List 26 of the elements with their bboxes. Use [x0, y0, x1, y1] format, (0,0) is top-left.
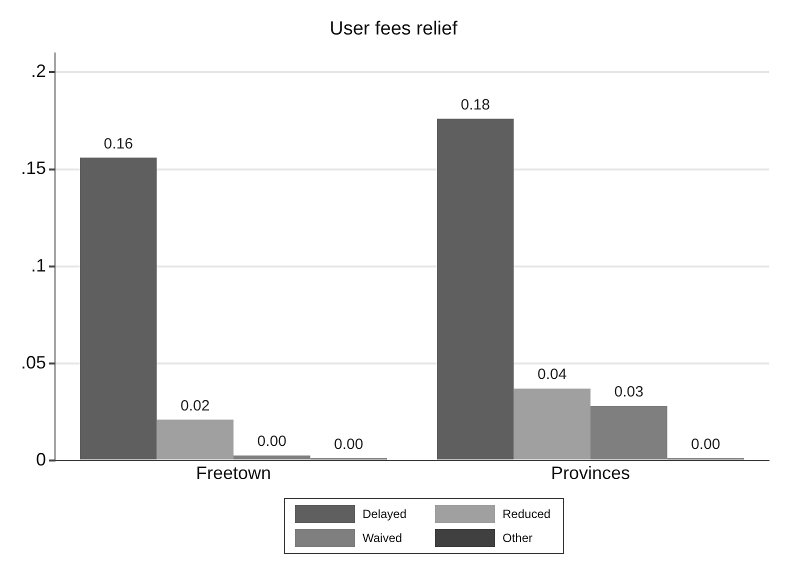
data-label: 0.02 [180, 397, 210, 414]
data-label: 0.03 [614, 384, 644, 401]
y-tick-label: .1 [31, 255, 46, 276]
bar [80, 158, 157, 460]
bar [590, 406, 668, 460]
y-tick-label: .2 [31, 61, 46, 82]
bar [514, 388, 591, 460]
data-label: 0.00 [257, 433, 286, 450]
bar [156, 420, 234, 460]
x-tick-label: Provinces [550, 463, 630, 484]
y-tick-label: .05 [20, 352, 46, 372]
bar [437, 118, 514, 460]
data-label: 0.18 [460, 96, 490, 114]
data-label: 0.00 [334, 436, 364, 454]
chart-title: User fees relief [330, 18, 458, 40]
legend-label: Other [502, 531, 534, 545]
legend-label: Reduced [502, 507, 552, 521]
y-tick-label: 0 [36, 449, 46, 470]
legend-label: Delayed [362, 507, 408, 521]
data-label: 0.16 [104, 135, 133, 152]
data-label: 0.04 [538, 366, 567, 384]
x-tick-label: Freetown [196, 463, 272, 484]
bar [234, 456, 310, 460]
data-label: 0.00 [691, 436, 720, 454]
legend-label: Waived [362, 531, 404, 545]
y-tick-label: .15 [20, 158, 46, 178]
